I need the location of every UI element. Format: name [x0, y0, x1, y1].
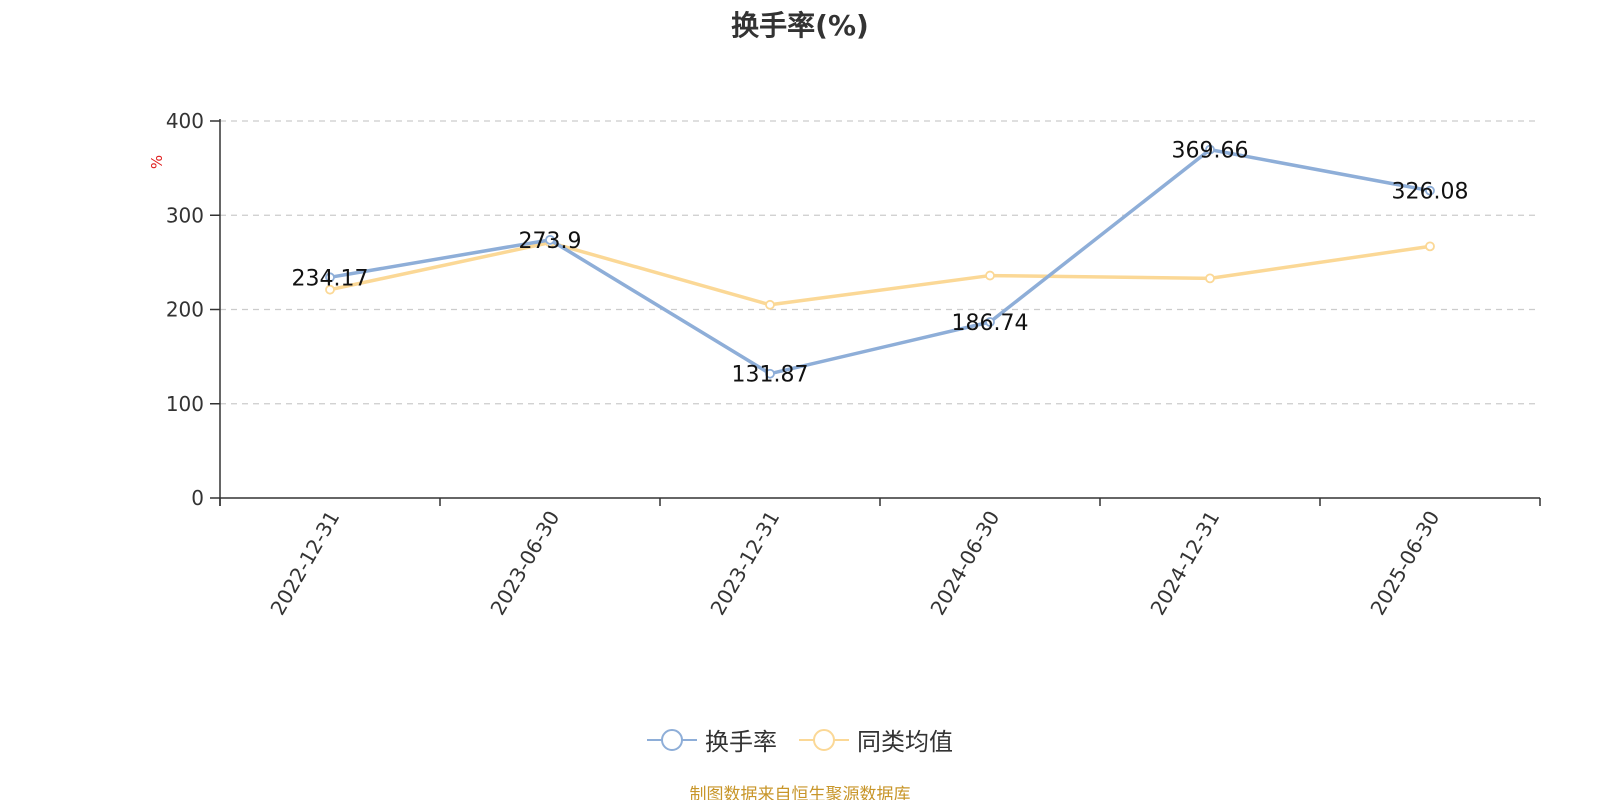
label-layer: 234.17 273.9 131.87 186.74 369.66 326.08: [292, 139, 1469, 388]
line-chart: 0 100 200 300 400% 2022-12-31 2023-06-30 2023-1…: [148, 109, 1541, 620]
y-tick-label: 0: [191, 486, 204, 510]
axis-layer: 0 100 200 300 400% 2022-12-31 2023-06-30 2023-1…: [148, 109, 1541, 620]
series-point-0: [765, 368, 775, 379]
legend-label-turnover: 换手率: [705, 728, 777, 756]
series-point-0: [1205, 144, 1215, 155]
y-tick-label: 300: [166, 203, 204, 227]
data-label: 369.66: [1172, 139, 1249, 164]
y-tick-label: 100: [166, 392, 204, 416]
legend-marker-turnover-icon: [647, 728, 697, 751]
series-layer: [325, 144, 1435, 379]
y-axis-unit-label: %: [148, 155, 166, 169]
source-note: 制图数据来自恒生聚源数据库: [689, 785, 911, 800]
x-tick-label: 2023-06-30: [485, 507, 564, 620]
series-point-1: [325, 284, 335, 295]
y-tick-label: 400: [166, 109, 204, 133]
chart-title: 换手率(%): [731, 9, 869, 42]
series-line-0: [329, 147, 1431, 376]
data-label: 186.74: [952, 311, 1029, 336]
x-tick-label: 2024-12-31: [1145, 507, 1224, 620]
legend-item-peer-average[interactable]: 同类均值: [799, 722, 953, 757]
data-label: 234.17: [292, 266, 369, 291]
legend-item-turnover[interactable]: 换手率: [647, 722, 777, 757]
series-point-0: [545, 234, 555, 245]
y-tick-label: 200: [166, 298, 204, 322]
series-point-0: [325, 272, 335, 283]
x-tick-label: 2025-06-30: [1365, 507, 1444, 620]
series-point-0: [985, 317, 995, 327]
series-line-1: [329, 240, 1431, 307]
x-tick-label: 2024-06-30: [925, 507, 1004, 620]
legend: 换手率 同类均值: [0, 722, 1600, 757]
legend-label-peer-average: 同类均值: [857, 728, 953, 756]
series-point-1: [985, 270, 995, 281]
grid-layer: [220, 120, 1540, 405]
data-label: 273.9: [519, 229, 582, 254]
x-tick-label: 2022-12-31: [265, 507, 344, 620]
data-label: 326.08: [1392, 180, 1469, 205]
legend-marker-peer-average-icon: [799, 728, 849, 751]
data-label: 131.87: [732, 363, 809, 388]
series-point-1: [1205, 273, 1215, 284]
series-point-1: [765, 299, 775, 310]
x-tick-label: 2023-12-31: [705, 507, 784, 620]
series-point-1: [1425, 241, 1435, 252]
series-point-0: [1425, 185, 1435, 196]
